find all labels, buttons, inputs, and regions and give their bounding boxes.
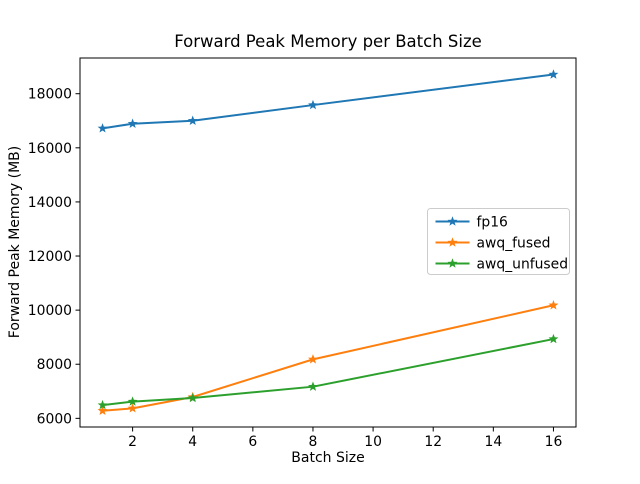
series-lines bbox=[97, 69, 559, 415]
legend: fp16 awq_fused awq_unfused bbox=[427, 208, 570, 275]
legend-marker bbox=[447, 216, 458, 226]
y-tick-label: 10000 bbox=[28, 303, 72, 319]
y-tick-label: 14000 bbox=[28, 195, 72, 211]
data-point-marker-fp16 bbox=[127, 118, 138, 128]
y-tick-label: 16000 bbox=[28, 141, 72, 157]
y-tick-label: 8000 bbox=[37, 357, 72, 373]
x-tick-label: 10 bbox=[364, 434, 382, 450]
legend-marker bbox=[447, 258, 458, 268]
y-tick-label: 18000 bbox=[28, 87, 72, 103]
data-point-marker-awq_unfused bbox=[308, 381, 318, 391]
data-point-marker-awq_unfused bbox=[127, 396, 138, 406]
y-ticks: 6000 8000 10000 12000 14000 16000 18000 bbox=[28, 87, 80, 427]
data-point-marker-awq_fused bbox=[548, 300, 559, 310]
data-point-marker-fp16 bbox=[97, 123, 108, 133]
chart-title: Forward Peak Memory per Batch Size bbox=[174, 32, 482, 51]
data-point-marker-awq_unfused bbox=[187, 392, 198, 403]
data-point-marker-awq_fused bbox=[97, 405, 108, 415]
data-point-marker-fp16 bbox=[548, 69, 559, 79]
x-tick-label: 16 bbox=[545, 434, 563, 450]
legend-label: awq_unfused bbox=[477, 257, 569, 273]
legend-label: fp16 bbox=[477, 215, 508, 231]
data-point-marker-awq_unfused bbox=[548, 333, 559, 344]
x-tick-label: 4 bbox=[188, 434, 197, 450]
data-point-marker-awq_fused bbox=[308, 354, 318, 364]
x-tick-label: 14 bbox=[484, 434, 502, 450]
x-tick-label: 12 bbox=[424, 434, 442, 450]
legend-box bbox=[427, 208, 570, 275]
data-point-marker-awq_fused bbox=[127, 403, 138, 413]
x-tick-label: 8 bbox=[309, 434, 318, 450]
y-tick-label: 12000 bbox=[28, 249, 72, 265]
y-axis-label: Forward Peak Memory (MB) bbox=[7, 146, 23, 338]
x-tick-label: 2 bbox=[128, 434, 137, 450]
x-axis-label: Batch Size bbox=[291, 450, 364, 466]
y-tick-label: 6000 bbox=[37, 411, 72, 427]
legend-label: awq_fused bbox=[477, 236, 551, 252]
data-point-marker-fp16 bbox=[308, 99, 318, 110]
legend-item-awq_fused: awq_fused bbox=[435, 236, 551, 252]
legend-item-awq_unfused: awq_unfused bbox=[435, 257, 569, 273]
data-point-marker-fp16 bbox=[187, 115, 198, 125]
data-point-marker-awq_unfused bbox=[97, 399, 108, 410]
legend-item-fp16: fp16 bbox=[435, 215, 508, 231]
x-ticks: 2 4 6 8 10 12 14 16 bbox=[128, 427, 562, 450]
legend-marker bbox=[447, 237, 458, 247]
x-tick-label: 6 bbox=[248, 434, 257, 450]
